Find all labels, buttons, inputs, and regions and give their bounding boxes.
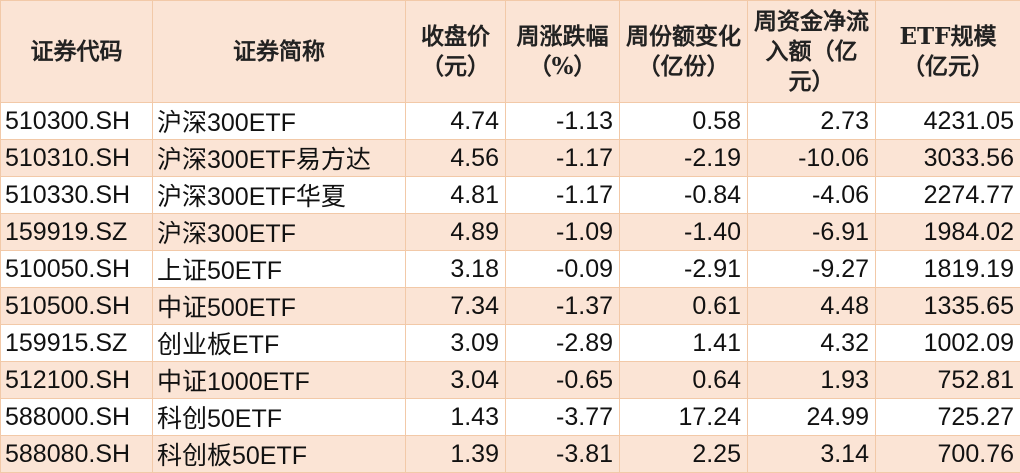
cell-share-change: -2.91 — [620, 251, 748, 288]
cell-etf-size: 752.81 — [876, 362, 1020, 399]
cell-weekly-change: -1.09 — [506, 214, 620, 251]
cell-name: 中证500ETF — [153, 288, 406, 325]
cell-name: 创业板ETF — [153, 325, 406, 362]
cell-close-price: 3.18 — [406, 251, 506, 288]
cell-code: 510310.SH — [1, 140, 153, 177]
cell-name: 科创50ETF — [153, 399, 406, 436]
cell-etf-size: 1984.02 — [876, 214, 1020, 251]
cell-net-inflow: 1.93 — [748, 362, 876, 399]
header-row: 证券代码证券简称收盘价（元）周涨跌幅（%）周份额变化（亿份）周资金净流入额（亿元… — [1, 1, 1020, 103]
cell-weekly-change: -1.37 — [506, 288, 620, 325]
cell-etf-size: 725.27 — [876, 399, 1020, 436]
cell-net-inflow: 4.48 — [748, 288, 876, 325]
cell-code: 510300.SH — [1, 103, 153, 140]
cell-net-inflow: -4.06 — [748, 177, 876, 214]
header-share-change: 周份额变化（亿份） — [620, 1, 748, 103]
cell-close-price: 1.43 — [406, 399, 506, 436]
cell-name: 上证50ETF — [153, 251, 406, 288]
cell-name: 科创板50ETF — [153, 436, 406, 473]
cell-net-inflow: -10.06 — [748, 140, 876, 177]
cell-code: 510050.SH — [1, 251, 153, 288]
header-weekly-change: 周涨跌幅（%） — [506, 1, 620, 103]
cell-etf-size: 2274.77 — [876, 177, 1020, 214]
cell-etf-size: 1819.19 — [876, 251, 1020, 288]
cell-etf-size: 700.76 — [876, 436, 1020, 473]
cell-close-price: 3.09 — [406, 325, 506, 362]
cell-etf-size: 1002.09 — [876, 325, 1020, 362]
cell-code: 588080.SH — [1, 436, 153, 473]
cell-name: 沪深300ETF华夏 — [153, 177, 406, 214]
cell-net-inflow: 3.14 — [748, 436, 876, 473]
cell-close-price: 4.89 — [406, 214, 506, 251]
cell-share-change: 0.58 — [620, 103, 748, 140]
cell-close-price: 4.81 — [406, 177, 506, 214]
cell-share-change: 2.25 — [620, 436, 748, 473]
cell-weekly-change: -0.65 — [506, 362, 620, 399]
cell-etf-size: 3033.56 — [876, 140, 1020, 177]
cell-code: 510500.SH — [1, 288, 153, 325]
cell-close-price: 4.74 — [406, 103, 506, 140]
cell-name: 沪深300ETF — [153, 214, 406, 251]
cell-close-price: 4.56 — [406, 140, 506, 177]
cell-code: 588000.SH — [1, 399, 153, 436]
cell-weekly-change: -3.77 — [506, 399, 620, 436]
cell-share-change: 1.41 — [620, 325, 748, 362]
cell-share-change: 17.24 — [620, 399, 748, 436]
cell-share-change: 0.61 — [620, 288, 748, 325]
cell-name: 沪深300ETF — [153, 103, 406, 140]
cell-weekly-change: -2.89 — [506, 325, 620, 362]
cell-weekly-change: -1.13 — [506, 103, 620, 140]
header-name: 证券简称 — [153, 1, 406, 103]
cell-weekly-change: -0.09 — [506, 251, 620, 288]
cell-weekly-change: -1.17 — [506, 177, 620, 214]
cell-net-inflow: -9.27 — [748, 251, 876, 288]
cell-close-price: 7.34 — [406, 288, 506, 325]
cell-net-inflow: 4.32 — [748, 325, 876, 362]
cell-name: 中证1000ETF — [153, 362, 406, 399]
header-net-inflow: 周资金净流入额（亿元） — [748, 1, 876, 103]
cell-code: 512100.SH — [1, 362, 153, 399]
header-code: 证券代码 — [1, 1, 153, 103]
cell-code: 159919.SZ — [1, 214, 153, 251]
cell-net-inflow: 2.73 — [748, 103, 876, 140]
cell-net-inflow: -6.91 — [748, 214, 876, 251]
cell-share-change: -0.84 — [620, 177, 748, 214]
cell-weekly-change: -1.17 — [506, 140, 620, 177]
header-close-price: 收盘价（元） — [406, 1, 506, 103]
cell-code: 510330.SH — [1, 177, 153, 214]
cell-share-change: -2.19 — [620, 140, 748, 177]
cell-share-change: -1.40 — [620, 214, 748, 251]
cell-code: 159915.SZ — [1, 325, 153, 362]
cell-share-change: 0.64 — [620, 362, 748, 399]
cell-etf-size: 4231.05 — [876, 103, 1020, 140]
cell-etf-size: 1335.65 — [876, 288, 1020, 325]
cell-weekly-change: -3.81 — [506, 436, 620, 473]
header-etf-size: ETF规模（亿元） — [876, 1, 1020, 103]
cell-net-inflow: 24.99 — [748, 399, 876, 436]
cell-close-price: 1.39 — [406, 436, 506, 473]
cell-name: 沪深300ETF易方达 — [153, 140, 406, 177]
cell-close-price: 3.04 — [406, 362, 506, 399]
